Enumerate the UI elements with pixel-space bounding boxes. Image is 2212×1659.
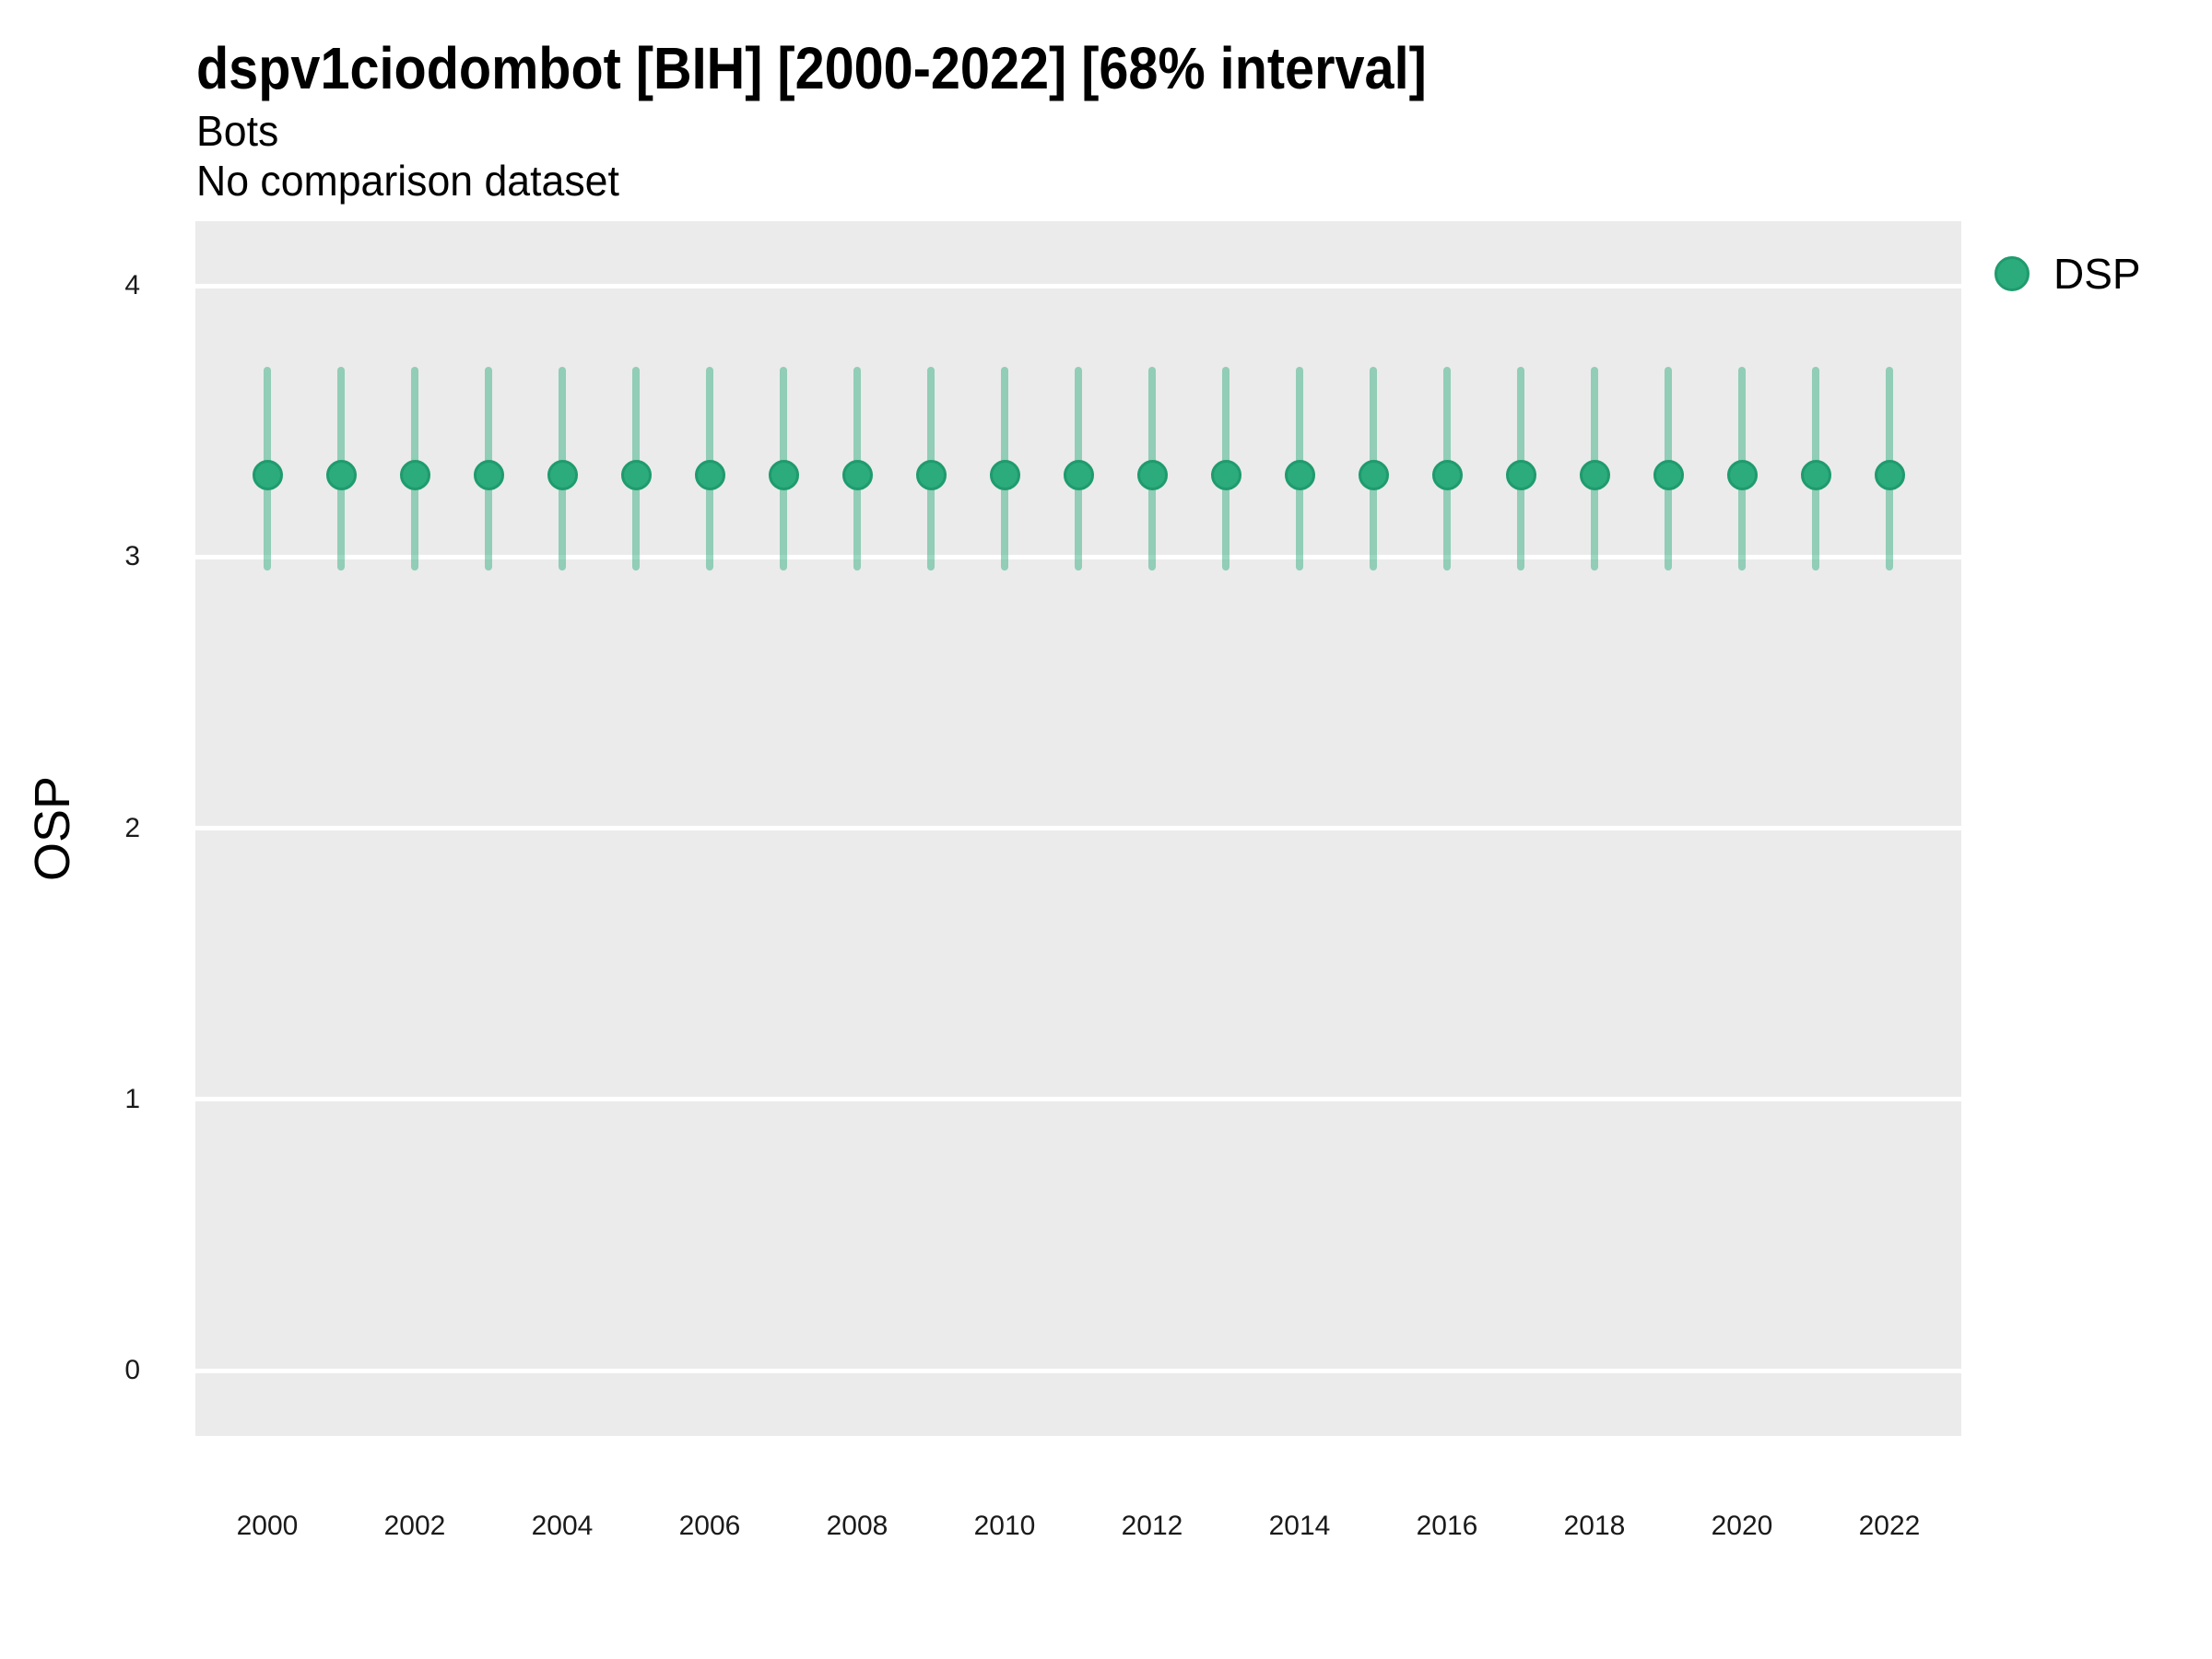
data-point-2021 (1800, 460, 1831, 491)
data-point-2001 (325, 460, 357, 491)
data-point-2020 (1726, 460, 1758, 491)
x-tick-label-2022: 2022 (1858, 1511, 1921, 1541)
data-point-2003 (473, 460, 504, 491)
chart-subtitle: Bots (196, 107, 279, 155)
y-tick-label-4: 4 (124, 270, 140, 300)
comparison-note: No comparison dataset (196, 157, 619, 205)
x-tick-label-2000: 2000 (236, 1511, 299, 1541)
data-point-2017 (1505, 460, 1536, 491)
legend-dsp-marker-icon (1994, 256, 2030, 291)
data-point-2019 (1653, 460, 1684, 491)
data-point-2004 (547, 460, 578, 491)
data-point-2015 (1358, 460, 1389, 491)
data-point-2022 (1874, 460, 1905, 491)
gridline-y-3 (195, 554, 1961, 559)
data-point-2002 (399, 460, 430, 491)
gridline-y-0 (195, 1368, 1961, 1373)
legend: DSP (1994, 249, 2141, 299)
data-point-2009 (915, 460, 947, 491)
x-tick-label-2004: 2004 (531, 1511, 594, 1541)
gridline-y-2 (195, 826, 1961, 830)
data-point-2011 (1063, 460, 1094, 491)
data-point-2014 (1284, 460, 1315, 491)
y-tick-label-1: 1 (124, 1083, 140, 1114)
x-tick-label-2012: 2012 (1121, 1511, 1183, 1541)
y-tick-label-2: 2 (124, 812, 140, 843)
x-tick-label-2008: 2008 (826, 1511, 888, 1541)
data-point-2007 (768, 460, 799, 491)
x-tick-label-2002: 2002 (383, 1511, 446, 1541)
x-tick-label-2014: 2014 (1268, 1511, 1331, 1541)
data-point-2013 (1210, 460, 1241, 491)
data-point-2016 (1431, 460, 1463, 491)
y-tick-label-3: 3 (124, 541, 140, 572)
data-point-2006 (694, 460, 725, 491)
gridline-y-1 (195, 1097, 1961, 1102)
x-tick-label-2020: 2020 (1711, 1511, 1773, 1541)
data-point-2018 (1579, 460, 1610, 491)
data-point-2005 (620, 460, 652, 491)
data-point-2010 (989, 460, 1020, 491)
x-tick-label-2006: 2006 (678, 1511, 741, 1541)
legend-dsp-label: DSP (2053, 250, 2141, 298)
y-tick-label-0: 0 (124, 1355, 140, 1385)
data-point-2008 (841, 460, 873, 491)
data-point-2000 (252, 460, 283, 491)
x-tick-label-2018: 2018 (1563, 1511, 1626, 1541)
gridline-y-4 (195, 283, 1961, 288)
x-tick-label-2016: 2016 (1416, 1511, 1478, 1541)
data-point-2012 (1136, 460, 1168, 491)
x-tick-label-2010: 2010 (973, 1511, 1036, 1541)
chart-title: dspv1ciodombot [BIH] [2000-2022] [68% in… (196, 35, 1427, 101)
plot-panel (195, 221, 1961, 1436)
